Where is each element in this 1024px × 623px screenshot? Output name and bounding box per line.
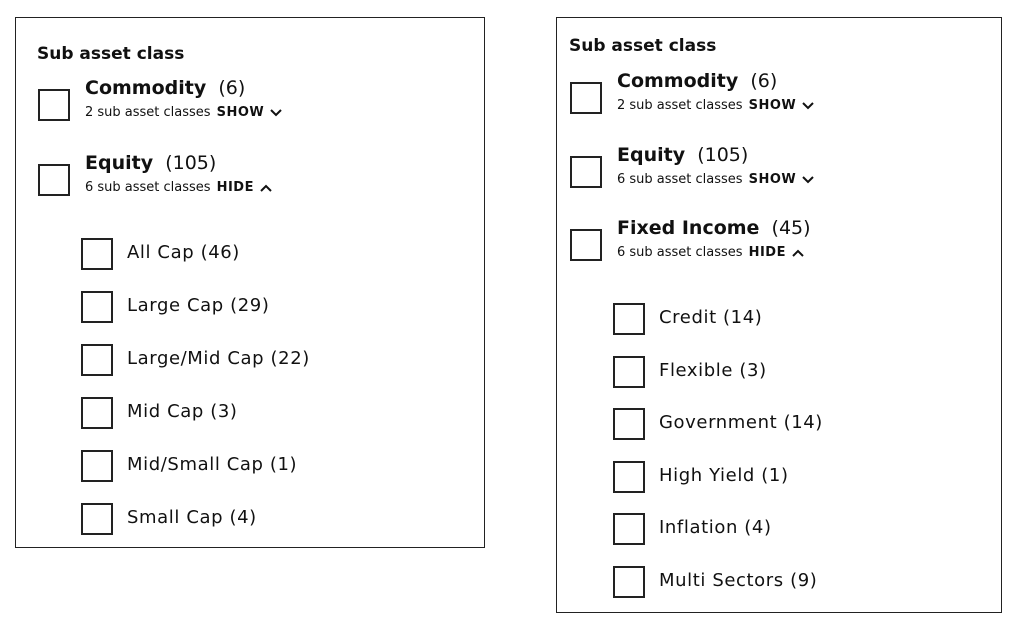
group-summary: 6 sub asset classes — [617, 245, 743, 260]
checkbox[interactable] — [81, 397, 113, 429]
group-summary: 2 sub asset classes — [85, 105, 211, 120]
checkbox[interactable] — [81, 238, 113, 270]
filter-panel: Sub asset class Commodity (6) 2 sub asset … — [556, 17, 1002, 613]
group-summary-row: 2 sub asset classes SHOW — [85, 105, 282, 120]
group-label: Commodity (6) — [617, 70, 777, 92]
panel-title: Sub asset class — [569, 36, 717, 56]
group-summary-row: 6 sub asset classes HIDE — [617, 245, 804, 260]
option-label: Large/Mid Cap (22) — [127, 348, 310, 369]
group-count: (105) — [697, 144, 749, 166]
checkbox[interactable] — [613, 303, 645, 335]
toggle[interactable]: HIDE — [217, 180, 272, 195]
checkbox[interactable] — [81, 344, 113, 376]
checkbox[interactable] — [81, 503, 113, 535]
checkbox[interactable] — [613, 566, 645, 598]
option-label: Credit (14) — [659, 307, 763, 328]
toggle-label: HIDE — [748, 245, 786, 260]
checkbox[interactable] — [81, 450, 113, 482]
toggle-label: HIDE — [216, 180, 254, 195]
checkbox[interactable] — [613, 513, 645, 546]
group-name: Commodity — [85, 77, 207, 99]
chevron — [802, 101, 814, 109]
group-summary-row: 6 sub asset classes HIDE — [85, 180, 272, 195]
filter-panel: Sub asset class Commodity (6) 2 sub asset … — [15, 17, 485, 548]
toggle[interactable]: HIDE — [749, 245, 804, 260]
option-label: Small Cap (4) — [127, 507, 257, 528]
group-summary: 2 sub asset classes — [617, 98, 743, 113]
option-label: All Cap (46) — [127, 242, 240, 263]
group-summary: 6 sub asset classes — [85, 180, 211, 195]
checkbox[interactable] — [613, 408, 645, 441]
group-summary-row: 2 sub asset classes SHOW — [617, 98, 814, 113]
group-summary: 6 sub asset classes — [617, 172, 743, 187]
toggle-label: SHOW — [748, 98, 797, 113]
group-label: Fixed Income (45) — [617, 217, 811, 239]
option-label: Government (14) — [659, 412, 823, 434]
option-label: High Yield (1) — [659, 464, 789, 486]
checkbox[interactable] — [570, 156, 602, 188]
option-label: Inflation (4) — [659, 517, 772, 539]
group-count: (105) — [165, 152, 217, 174]
toggle-label: SHOW — [216, 105, 265, 120]
group-count: (6) — [218, 77, 246, 99]
option-label: Mid Cap (3) — [127, 401, 238, 422]
chevron — [792, 249, 804, 257]
checkbox[interactable] — [81, 291, 113, 323]
group-name: Fixed Income — [617, 217, 760, 239]
checkbox[interactable] — [613, 355, 645, 388]
group-label: Equity (105) — [617, 144, 748, 166]
option-label: Multi Sectors (9) — [659, 570, 818, 591]
checkbox[interactable] — [570, 229, 602, 261]
group-count: (45) — [771, 217, 811, 239]
group-label: Equity (105) — [85, 152, 216, 174]
toggle-label: SHOW — [748, 172, 797, 187]
checkbox[interactable] — [570, 82, 602, 114]
checkbox[interactable] — [38, 164, 70, 196]
option-label: Flexible (3) — [659, 359, 767, 381]
group-summary-row: 6 sub asset classes SHOW — [617, 172, 814, 187]
panel-title: Sub asset class — [37, 44, 185, 64]
chevron — [802, 175, 814, 183]
toggle[interactable]: SHOW — [749, 172, 815, 187]
group-name: Equity — [85, 152, 154, 174]
chevron — [270, 108, 282, 116]
checkbox[interactable] — [38, 89, 70, 121]
option-label: Large Cap (29) — [127, 295, 270, 316]
group-name: Commodity — [617, 70, 739, 92]
option-label: Mid/Small Cap (1) — [127, 454, 298, 475]
chevron — [260, 184, 272, 192]
group-label: Commodity (6) — [85, 77, 245, 99]
toggle[interactable]: SHOW — [749, 98, 815, 113]
checkbox[interactable] — [613, 460, 645, 493]
group-count: (6) — [750, 70, 778, 92]
group-name: Equity — [617, 144, 686, 166]
toggle[interactable]: SHOW — [217, 105, 283, 120]
